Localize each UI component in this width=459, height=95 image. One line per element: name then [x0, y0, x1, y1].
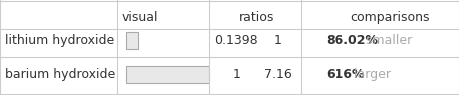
Text: 7.16: 7.16 [264, 68, 291, 81]
Text: 0.1398: 0.1398 [214, 34, 258, 47]
Text: ratios: ratios [239, 11, 275, 24]
Text: lithium hydroxide: lithium hydroxide [5, 34, 114, 47]
Text: comparisons: comparisons [350, 11, 430, 24]
Text: 616%: 616% [326, 68, 364, 81]
Text: barium hydroxide: barium hydroxide [5, 68, 115, 81]
FancyBboxPatch shape [126, 32, 138, 49]
Text: 1: 1 [274, 34, 282, 47]
Text: visual: visual [122, 11, 158, 24]
Text: smaller: smaller [362, 34, 412, 47]
Text: 1: 1 [232, 68, 241, 81]
FancyBboxPatch shape [126, 66, 209, 83]
Text: larger: larger [350, 68, 391, 81]
Text: 86.02%: 86.02% [326, 34, 378, 47]
